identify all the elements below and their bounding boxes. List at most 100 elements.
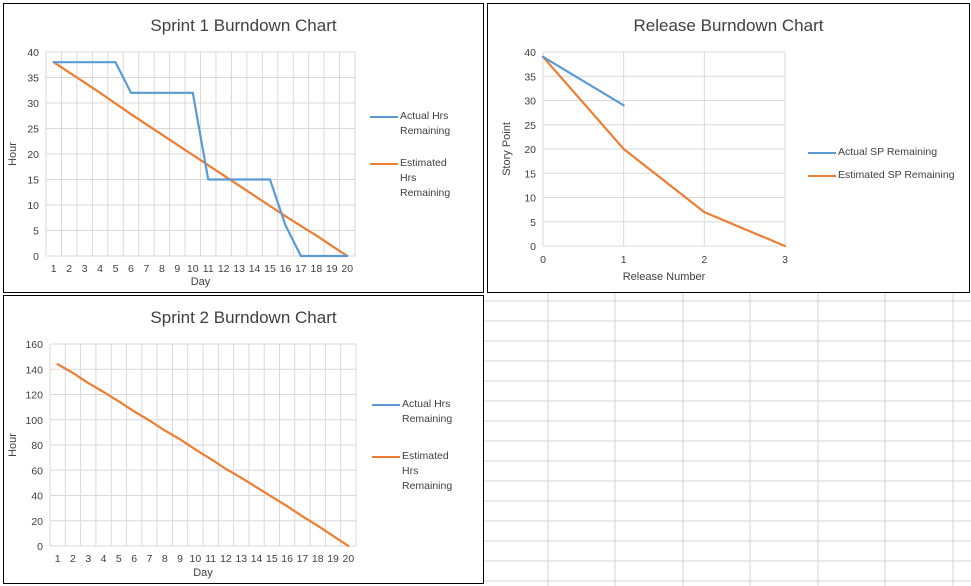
x-tick-label: 20: [343, 553, 355, 565]
x-tick-label: 11: [203, 263, 214, 275]
x-axis-label: Day: [191, 276, 211, 288]
y-tick-label: 5: [530, 217, 536, 229]
y-axis-label: Hour: [7, 433, 19, 457]
y-tick-label: 35: [27, 73, 39, 85]
legend-label-actual: Actual Hrs Remaining: [402, 398, 453, 425]
y-tick-label: 0: [530, 241, 536, 253]
x-tick-label: 8: [159, 263, 165, 275]
legend-swatch-actual: [808, 152, 836, 154]
y-tick-label: 10: [524, 193, 536, 205]
x-tick-label: 2: [66, 263, 72, 275]
release-chart-panel[interactable]: 0 5 10 15 20 25 30 35 40 0 1 2 3 Release Number Story …: [487, 3, 970, 293]
x-tick-label: 14: [251, 553, 263, 565]
x-tick-label: 0: [540, 254, 546, 266]
legend-label-actual: Actual Hrs Remaining: [400, 110, 451, 137]
x-tick-label: 5: [116, 553, 122, 565]
x-tick-label: 2: [701, 254, 707, 266]
x-axis-label: Release Number: [623, 271, 706, 283]
x-tick-label: 5: [113, 263, 119, 275]
y-tick-label: 25: [27, 124, 39, 136]
x-tick-label: 15: [264, 263, 276, 275]
x-tick-label: 10: [190, 553, 202, 565]
series-line-estimated: [56, 363, 350, 548]
y-tick-label: 60: [31, 465, 43, 477]
x-tick-label: 13: [233, 263, 245, 275]
x-tick-label: 3: [782, 254, 788, 266]
y-tick-label: 30: [27, 98, 39, 110]
y-tick-label: 40: [524, 47, 536, 59]
y-tick-label: 140: [25, 364, 43, 376]
x-tick-label: 13: [235, 553, 247, 565]
x-tick-label: 6: [131, 553, 137, 565]
release-plot: 0 5 10 15 20 25 30 35 40 0 1 2 3 Release Number Story …: [501, 47, 788, 283]
y-tick-label: 0: [37, 541, 43, 553]
y-axis-label: Story Point: [501, 122, 513, 176]
x-tick-label: 4: [101, 553, 107, 565]
x-tick-label: 1: [51, 263, 57, 275]
x-tick-label: 14: [249, 263, 261, 275]
x-tick-label: 17: [295, 263, 307, 275]
y-tick-label: 10: [27, 200, 39, 212]
x-tick-label: 9: [174, 263, 180, 275]
x-tick-label: 4: [97, 263, 103, 275]
y-tick-label: 15: [27, 175, 39, 187]
y-tick-label: 20: [524, 144, 536, 156]
y-tick-label: 80: [31, 440, 43, 452]
legend-label-estimated: Estimated SP Remaining: [838, 169, 955, 181]
legend-label-estimated: Estimated Hrs Remaining: [402, 450, 453, 492]
y-tick-label: 35: [524, 71, 536, 83]
x-tick-label: 20: [341, 263, 353, 275]
series-line-actual: [541, 55, 625, 107]
x-tick-label: 12: [218, 263, 230, 275]
x-tick-label: 6: [128, 263, 134, 275]
y-tick-label: 100: [25, 415, 43, 427]
series-line-estimated: [541, 55, 787, 248]
legend-label-actual: Actual SP Remaining: [838, 146, 938, 158]
x-tick-label: 10: [187, 263, 199, 275]
sprint1-chart-title: Sprint 1 Burndown Chart: [150, 16, 337, 35]
series-line-estimated: [52, 61, 349, 258]
x-tick-label: 19: [326, 263, 338, 275]
sprint2-chart-title: Sprint 2 Burndown Chart: [150, 308, 337, 327]
x-tick-label: 16: [281, 553, 293, 565]
legend-label-estimated: Estimated Hrs Remaining: [400, 157, 451, 199]
x-tick-label: 3: [85, 553, 91, 565]
x-tick-label: 1: [621, 254, 627, 266]
legend-swatch-actual: [370, 116, 398, 118]
legend-swatch-estimated: [372, 456, 400, 458]
x-tick-label: 17: [297, 553, 309, 565]
x-tick-label: 2: [70, 553, 76, 565]
x-tick-label: 11: [205, 553, 216, 565]
legend-swatch-estimated: [370, 163, 398, 165]
x-tick-label: 18: [312, 553, 324, 565]
x-axis-label: Day: [193, 567, 213, 579]
x-tick-label: 7: [144, 263, 150, 275]
y-tick-label: 5: [33, 226, 39, 238]
y-tick-label: 0: [33, 251, 39, 263]
y-tick-label: 120: [25, 390, 43, 402]
legend-swatch-estimated: [808, 175, 836, 177]
x-tick-label: 19: [327, 553, 339, 565]
y-tick-label: 30: [524, 96, 536, 108]
y-tick-label: 15: [524, 168, 536, 180]
sprint1-chart-panel[interactable]: 0 5 10 15 20 25 30 35 40 1 2 3 4 5 6 7 8 9 10 11 12 13 14 15 16 1…: [3, 3, 484, 293]
y-tick-label: 40: [27, 47, 39, 59]
y-tick-label: 20: [27, 149, 39, 161]
legend-swatch-actual: [372, 404, 400, 406]
x-tick-label: 15: [266, 553, 278, 565]
y-tick-label: 160: [25, 339, 43, 351]
y-tick-label: 25: [524, 120, 536, 132]
y-axis-label: Hour: [7, 142, 19, 166]
release-chart-title: Release Burndown Chart: [633, 16, 824, 35]
x-tick-label: 7: [147, 553, 153, 565]
x-tick-label: 9: [177, 553, 183, 565]
y-tick-label: 20: [31, 516, 43, 528]
sprint2-chart-panel[interactable]: 0 20 40 60 80 100 120 140 160 1 2 3 4 5 6 7 8 9 10 11 12 13 14…: [3, 295, 484, 584]
y-tick-label: 40: [31, 491, 43, 503]
x-tick-label: 3: [82, 263, 88, 275]
series-line-actual: [52, 61, 349, 258]
x-tick-label: 16: [280, 263, 292, 275]
